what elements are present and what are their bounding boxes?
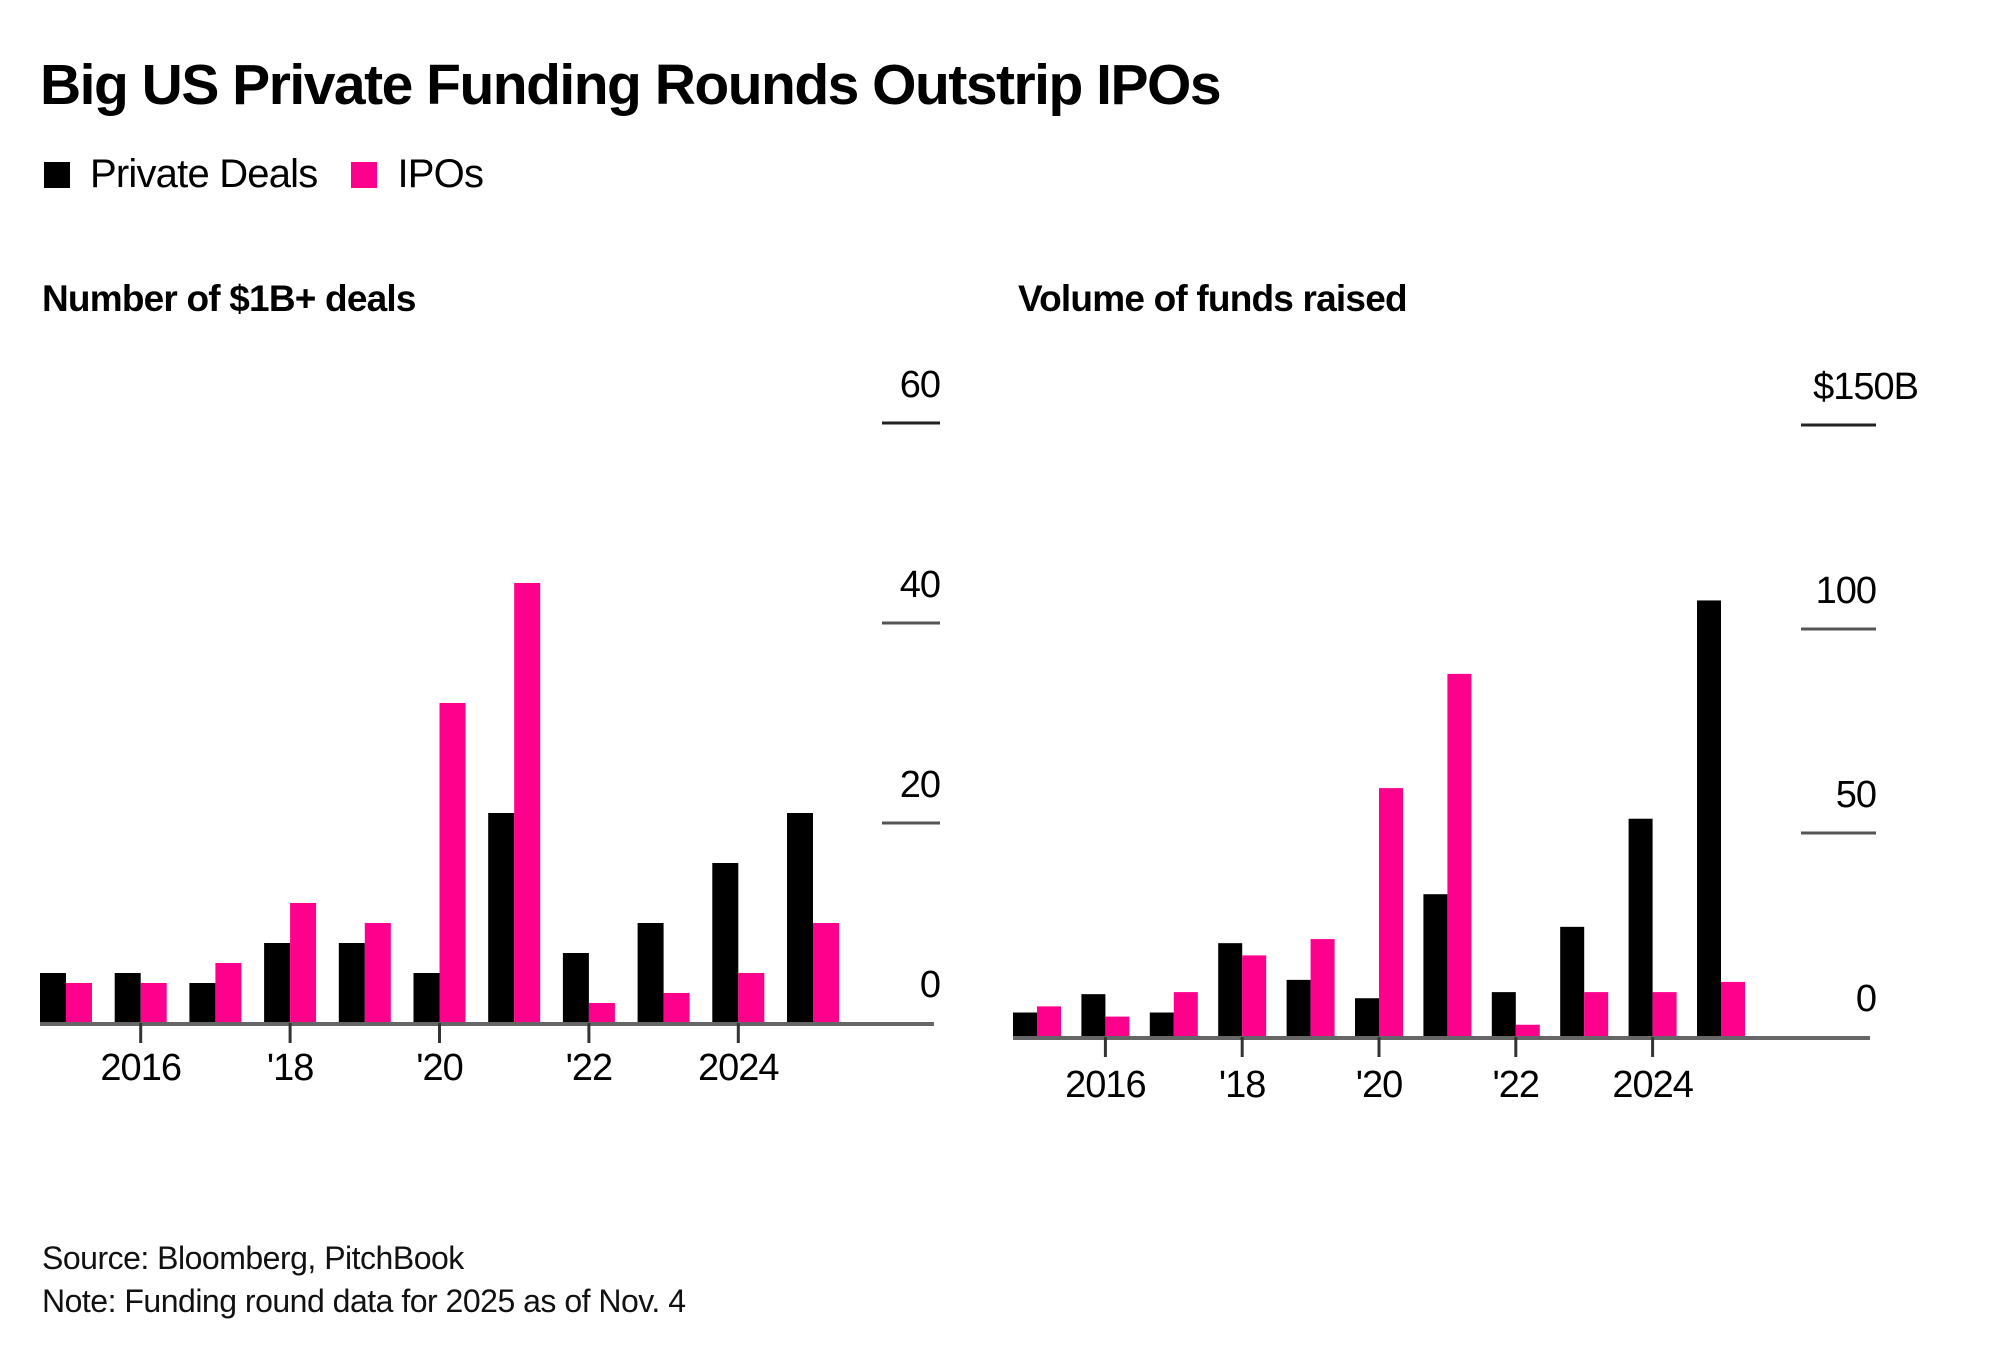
left-bar-ipos-2022 bbox=[588, 1003, 615, 1023]
right-bar-private-deals-2023 bbox=[1560, 926, 1585, 1037]
left-bar-private-deals-2021 bbox=[488, 813, 515, 1023]
left-bar-private-deals-2019 bbox=[338, 943, 365, 1023]
source-note: Source: Bloomberg, PitchBook bbox=[42, 1240, 464, 1276]
right-y-tick-label: 50 bbox=[1836, 774, 1876, 816]
chart-title: Big US Private Funding Rounds Outstrip I… bbox=[40, 53, 1222, 117]
right-bar-private-deals-2018 bbox=[1218, 943, 1243, 1037]
right-bar-ipos-2023 bbox=[1584, 992, 1609, 1037]
left-bar-ipos-2025 bbox=[813, 923, 839, 1023]
left-x-tick-label: 2016 bbox=[100, 1047, 181, 1089]
right-bar-ipos-2024 bbox=[1652, 992, 1677, 1037]
right-bar-ipos-2017 bbox=[1173, 992, 1198, 1037]
left-y-tick-label: 0 bbox=[920, 964, 940, 1006]
legend-swatch-private-deals bbox=[44, 161, 70, 188]
left-bar-private-deals-2024 bbox=[712, 863, 739, 1023]
left-bar-private-deals-2015 bbox=[40, 973, 66, 1023]
right-bar-ipos-2016 bbox=[1105, 1016, 1130, 1037]
right-y-tick-label: 0 bbox=[1856, 978, 1876, 1020]
left-bar-ipos-2015 bbox=[66, 983, 92, 1023]
left-bar-ipos-2023 bbox=[663, 993, 690, 1023]
legend: Private Deals IPOs bbox=[44, 152, 517, 197]
left-bar-private-deals-2016 bbox=[114, 973, 141, 1023]
right-x-tick-label: '20 bbox=[1356, 1064, 1403, 1106]
right-bar-ipos-2025 bbox=[1721, 981, 1745, 1037]
legend-label-private-deals: Private Deals bbox=[90, 152, 318, 196]
right-bar-private-deals-2021 bbox=[1423, 894, 1448, 1037]
left-bar-private-deals-2025 bbox=[787, 813, 813, 1023]
right-y-tick-label: $150B bbox=[1813, 366, 1918, 408]
left-bar-private-deals-2018 bbox=[264, 943, 291, 1023]
right-bar-private-deals-2022 bbox=[1491, 992, 1516, 1037]
left-bar-ipos-2016 bbox=[140, 983, 167, 1023]
left-bar-private-deals-2020 bbox=[413, 973, 440, 1023]
left-bar-private-deals-2022 bbox=[562, 953, 589, 1023]
right-bar-ipos-2022 bbox=[1515, 1024, 1540, 1037]
left-x-tick-label: '22 bbox=[566, 1047, 613, 1089]
right-bar-ipos-2015 bbox=[1037, 1006, 1061, 1037]
left-y-tick-label: 40 bbox=[900, 564, 940, 606]
right-x-tick-label: '22 bbox=[1493, 1064, 1540, 1106]
right-bar-private-deals-2015 bbox=[1013, 1012, 1037, 1037]
right-chart-subtitle: Volume of funds raised bbox=[1018, 278, 1408, 319]
left-x-tick-label: '20 bbox=[416, 1047, 463, 1089]
left-bar-ipos-2017 bbox=[215, 963, 242, 1023]
left-chart-subtitle: Number of $1B+ deals bbox=[42, 278, 416, 319]
left-y-tick-label: 20 bbox=[900, 764, 940, 806]
right-bar-ipos-2020 bbox=[1379, 788, 1403, 1037]
legend-label-ipos: IPOs bbox=[397, 152, 484, 196]
left-x-tick-label: 2024 bbox=[698, 1047, 779, 1089]
right-bar-private-deals-2024 bbox=[1628, 818, 1653, 1037]
left-bar-ipos-2021 bbox=[514, 583, 541, 1023]
footnote: Note: Funding round data for 2025 as of … bbox=[42, 1283, 686, 1319]
legend-item-private-deals: Private Deals bbox=[44, 152, 318, 197]
left-bar-ipos-2018 bbox=[290, 903, 317, 1023]
left-y-tick-label: 60 bbox=[900, 364, 940, 406]
right-bar-private-deals-2017 bbox=[1149, 1012, 1174, 1037]
left-x-tick-label: '18 bbox=[267, 1047, 314, 1089]
left-bar-private-deals-2017 bbox=[189, 983, 216, 1023]
left-bar-private-deals-2023 bbox=[637, 923, 664, 1023]
legend-item-ipos: IPOs bbox=[351, 152, 484, 197]
right-y-tick-label: 100 bbox=[1816, 570, 1876, 612]
legend-swatch-ipos bbox=[351, 161, 378, 188]
right-bar-private-deals-2020 bbox=[1355, 998, 1379, 1037]
right-bar-ipos-2019 bbox=[1310, 939, 1335, 1037]
right-bar-private-deals-2019 bbox=[1286, 979, 1311, 1037]
right-x-tick-label: '18 bbox=[1219, 1064, 1266, 1106]
right-bar-ipos-2018 bbox=[1242, 955, 1267, 1037]
right-x-tick-label: 2016 bbox=[1065, 1064, 1146, 1106]
left-bar-ipos-2020 bbox=[439, 703, 466, 1023]
left-bar-ipos-2024 bbox=[738, 973, 765, 1023]
right-bar-ipos-2021 bbox=[1447, 673, 1472, 1037]
right-bar-private-deals-2025 bbox=[1697, 600, 1721, 1037]
right-x-tick-label: 2024 bbox=[1612, 1064, 1693, 1106]
right-bar-private-deals-2016 bbox=[1081, 994, 1106, 1037]
left-bar-ipos-2019 bbox=[364, 923, 391, 1023]
